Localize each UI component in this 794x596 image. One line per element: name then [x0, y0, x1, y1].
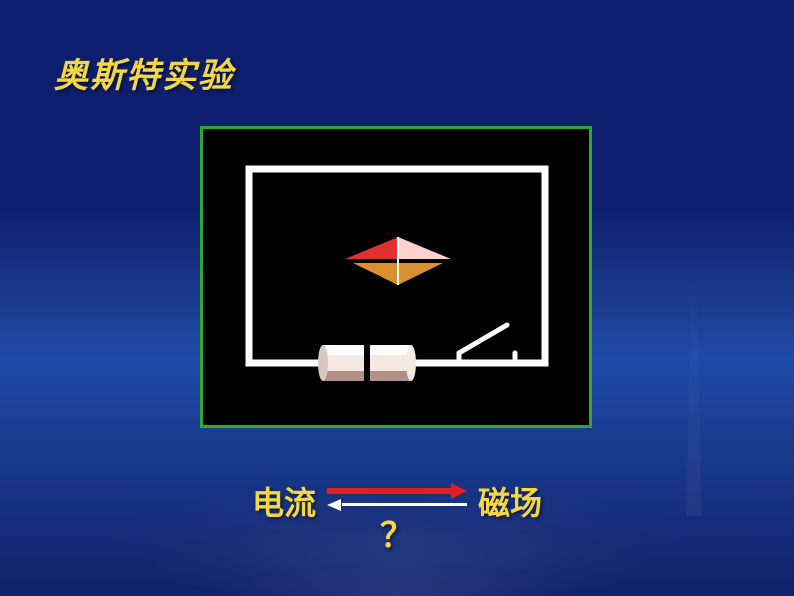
label-current: 电流 — [252, 478, 316, 524]
arrow-left-icon — [327, 500, 467, 510]
battery-icon — [318, 343, 416, 383]
slide-title: 奥斯特实验 — [54, 48, 234, 97]
experiment-diagram — [200, 126, 592, 428]
switch-icon — [459, 325, 515, 363]
question-mark: ？ — [380, 508, 414, 557]
arrows-group: ？ — [322, 484, 472, 557]
arrow-right-icon — [327, 484, 467, 498]
circuit-svg — [203, 129, 589, 425]
bottom-relation: 电流 ？ 磁场 — [0, 478, 794, 557]
label-magnetic: 磁场 — [478, 478, 542, 524]
